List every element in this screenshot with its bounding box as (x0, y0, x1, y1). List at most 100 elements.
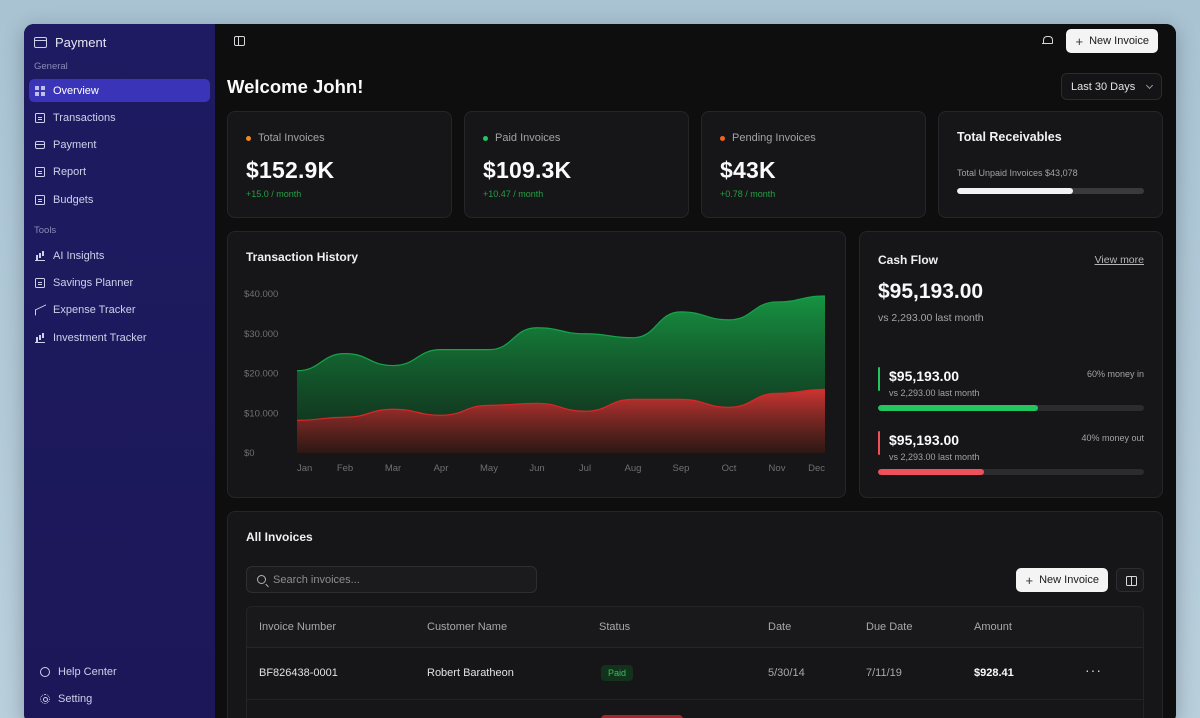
x-tick-label: Aug (625, 463, 642, 474)
sidebar-item-help-center[interactable]: Help Center (34, 660, 205, 683)
sidebar-item-ai-insights[interactable]: AI Insights (29, 244, 210, 267)
customer-name: Robert Baratheon (427, 667, 514, 679)
sidebar-item-label: Overview (53, 84, 99, 97)
status-dot (720, 135, 725, 141)
sidebar-bottom: Help Center Setting (29, 660, 210, 715)
money-in-value: $95,193.00 (889, 368, 960, 384)
x-tick-label: Sep (673, 463, 690, 474)
stat-change: +10.47 / month (483, 189, 544, 199)
new-invoice-label: New Invoice (1089, 35, 1149, 47)
stat-card-total-invoices: Total Invoices $152.9K +15.0 / month (227, 111, 452, 218)
receivables-card: Total Receivables Total Unpaid Invoices … (938, 111, 1163, 218)
stat-label: Pending Invoices (720, 132, 816, 144)
money-out-subtitle: vs 2,293.00 last month (889, 452, 980, 462)
bell-icon[interactable] (1042, 36, 1054, 46)
more-actions-icon[interactable]: ··· (1085, 662, 1102, 678)
x-tick-label: Apr (434, 463, 449, 474)
sidebar-item-report[interactable]: Report (29, 161, 210, 184)
column-header[interactable]: Date (768, 621, 792, 633)
report-icon (35, 167, 45, 178)
general-nav: Overview Transactions Payment Report Bud… (24, 79, 215, 211)
topbar-actions: + New Invoice (1042, 29, 1158, 53)
x-tick-label: Feb (337, 463, 353, 474)
sidebar-item-label: Report (53, 166, 87, 179)
stat-change: +0.78 / month (720, 189, 776, 199)
invoice-amount: $928.41 (974, 667, 1014, 679)
column-header[interactable]: Status (599, 621, 631, 633)
x-tick-label: Nov (769, 463, 786, 474)
sidebar-item-investment-tracker[interactable]: Investment Tracker (29, 326, 210, 349)
table-new-invoice-button[interactable]: + New Invoice (1016, 568, 1108, 592)
x-tick-label: Mar (385, 463, 401, 474)
y-tick-label: $20.000 (244, 369, 278, 380)
x-tick-label: May (480, 463, 498, 474)
money-out-value: $95,193.00 (889, 432, 960, 448)
gear-icon (40, 693, 50, 704)
savings-icon (35, 277, 45, 288)
stat-card-paid-invoices: Paid Invoices $109.3K +10.47 / month (464, 111, 689, 218)
wallet-icon (34, 36, 47, 48)
sidebar-item-payment[interactable]: Payment (29, 134, 210, 157)
date-range-select[interactable]: Last 30 Days (1061, 73, 1162, 100)
sidebar-item-budgets[interactable]: Budgets (29, 188, 210, 211)
column-header[interactable]: Due Date (866, 621, 913, 633)
date-range-value: Last 30 Days (1071, 80, 1136, 93)
y-tick-label: $30.000 (244, 329, 278, 340)
column-header[interactable]: Invoice Number (259, 621, 337, 633)
sidebar-item-label: AI Insights (53, 249, 105, 262)
y-tick-label: $40.000 (244, 289, 278, 300)
stat-card-pending-invoices: Pending Invoices $43K +0.78 / month (701, 111, 926, 218)
stat-label-text: Total Invoices (258, 132, 325, 144)
receivables-subtitle: Total Unpaid Invoices $43,078 (957, 168, 1078, 178)
sidebar: Payment General Overview Transactions Pa… (24, 24, 215, 718)
table-row[interactable]: BF826438-0001 Robert Baratheon Paid 5/30… (247, 648, 1143, 700)
document-icon (35, 112, 45, 123)
sidebar-item-label: Payment (53, 139, 97, 152)
sidebar-item-overview[interactable]: Overview (29, 79, 210, 102)
plus-icon: + (1025, 572, 1034, 588)
sidebar-item-expense-tracker[interactable]: Expense Tracker (29, 299, 210, 322)
new-invoice-button[interactable]: + New Invoice (1066, 29, 1158, 53)
column-header[interactable]: Amount (974, 621, 1012, 633)
table-header: Invoice Number Customer Name Status Date… (247, 607, 1143, 648)
stat-value: $43K (720, 157, 776, 183)
page-title: Welcome John! (227, 76, 364, 97)
topbar: + New Invoice (215, 24, 1176, 58)
investment-icon (35, 333, 45, 343)
x-tick-label: Jul (579, 463, 591, 474)
x-tick-label: Jun (529, 463, 544, 474)
series-area-1 (297, 389, 825, 453)
money-in-marker (878, 367, 880, 391)
y-tick-label: $10.000 (244, 408, 278, 419)
y-tick-label: $0 (244, 448, 255, 459)
insights-icon (35, 251, 45, 261)
budget-icon (35, 194, 45, 205)
cash-flow-subtitle: vs 2,293.00 last month (878, 312, 984, 324)
cash-flow-value: $95,193.00 (878, 280, 984, 303)
trend-icon (35, 305, 45, 315)
sidebar-item-transactions[interactable]: Transactions (29, 106, 210, 129)
sidebar-toggle-icon[interactable] (234, 36, 245, 46)
sidebar-item-setting[interactable]: Setting (34, 687, 205, 710)
table-row[interactable] (247, 700, 1143, 718)
receivables-title: Total Receivables (957, 130, 1062, 144)
plus-icon: + (1075, 33, 1084, 49)
status-dot (483, 135, 488, 141)
sidebar-item-savings-planner[interactable]: Savings Planner (29, 271, 210, 294)
search-input[interactable] (273, 573, 513, 586)
column-header[interactable]: Customer Name (427, 621, 508, 633)
invoices-table: Invoice Number Customer Name Status Date… (246, 606, 1144, 718)
tools-nav: AI Insights Savings Planner Expense Trac… (24, 244, 215, 349)
invoices-card: All Invoices + New Invoice Invoice Numbe… (227, 511, 1163, 718)
stat-label-text: Paid Invoices (495, 132, 561, 144)
x-tick-label: Oct (722, 463, 737, 474)
cash-flow-row-out: $95,193.00 vs 2,293.00 last month 40% mo… (878, 431, 1144, 481)
sidebar-item-label: Budgets (53, 193, 94, 206)
brand[interactable]: Payment (24, 24, 215, 60)
sidebar-item-label: Help Center (58, 665, 117, 678)
sidebar-item-label: Setting (58, 692, 93, 705)
sidebar-item-label: Savings Planner (53, 276, 134, 289)
view-more-link[interactable]: View more (1094, 254, 1144, 266)
columns-icon[interactable] (1116, 568, 1144, 592)
transaction-history-card: Transaction History $40.000 $30.000 $20.00… (227, 231, 846, 498)
